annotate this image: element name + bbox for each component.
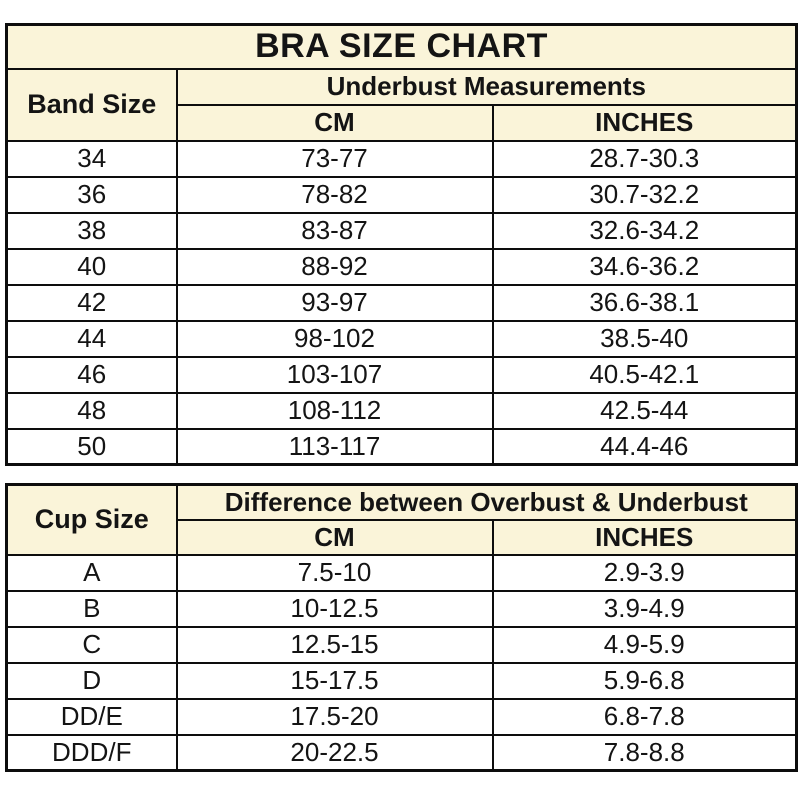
band-size-value: 42 [5, 283, 178, 322]
table-row: DDD/F 20-22.5 7.8-8.8 [5, 733, 798, 772]
table-row: D 15-17.5 5.9-6.8 [5, 661, 798, 700]
band-size-value: 48 [5, 391, 178, 430]
cm-range: 78-82 [175, 175, 494, 214]
inches-range: 40.5-42.1 [491, 355, 798, 394]
page-title: BRA SIZE CHART [5, 23, 798, 70]
band-size-value: 36 [5, 175, 178, 214]
cm-range: 10-12.5 [175, 589, 494, 628]
band-size-value: 34 [5, 139, 178, 178]
inches-range: 2.9-3.9 [491, 553, 798, 592]
table-row: C 12.5-15 4.9-5.9 [5, 625, 798, 664]
cm-column-header: CM [175, 518, 494, 556]
cup-size-value: C [5, 625, 178, 664]
cm-range: 83-87 [175, 211, 494, 250]
cm-range: 17.5-20 [175, 697, 494, 736]
cm-range: 98-102 [175, 319, 494, 358]
table-row: 44 98-102 38.5-40 [5, 319, 798, 358]
cm-range: 103-107 [175, 355, 494, 394]
inches-range: 28.7-30.3 [491, 139, 798, 178]
cup-size-table: Cup Size Difference between Overbust & U… [5, 483, 798, 772]
table-gap [5, 466, 795, 483]
table-row: 34 73-77 28.7-30.3 [5, 139, 798, 178]
band-table-group-header-row: Band Size Underbust Measurements [5, 67, 798, 142]
cup-size-header: Cup Size [5, 483, 178, 556]
table-row: 48 108-112 42.5-44 [5, 391, 798, 430]
cup-size-value: DDD/F [5, 733, 178, 772]
table-row: 40 88-92 34.6-36.2 [5, 247, 798, 286]
inches-range: 36.6-38.1 [491, 283, 798, 322]
underbust-measurements-header: Underbust Measurements [175, 67, 798, 106]
band-size-value: 50 [5, 427, 178, 466]
inches-range: 34.6-36.2 [491, 247, 798, 286]
cm-range: 12.5-15 [175, 625, 494, 664]
inches-column-header: INCHES [491, 518, 798, 556]
band-size-value: 44 [5, 319, 178, 358]
band-size-value: 46 [5, 355, 178, 394]
cup-table-group-header-row: Cup Size Difference between Overbust & U… [5, 483, 798, 556]
inches-range: 7.8-8.8 [491, 733, 798, 772]
cm-range: 73-77 [175, 139, 494, 178]
table-row: 38 83-87 32.6-34.2 [5, 211, 798, 250]
inches-range: 38.5-40 [491, 319, 798, 358]
chart-title-row: BRA SIZE CHART [5, 23, 798, 70]
inches-range: 30.7-32.2 [491, 175, 798, 214]
cup-table-sub-header-row: CM INCHES [7, 518, 798, 556]
table-row: A 7.5-10 2.9-3.9 [5, 553, 798, 592]
cup-size-value: B [5, 589, 178, 628]
inches-range: 44.4-46 [491, 427, 798, 466]
cm-range: 88-92 [175, 247, 494, 286]
table-row: B 10-12.5 3.9-4.9 [5, 589, 798, 628]
table-row: DD/E 17.5-20 6.8-7.8 [5, 697, 798, 736]
table-row: 42 93-97 36.6-38.1 [5, 283, 798, 322]
inches-range: 42.5-44 [491, 391, 798, 430]
band-size-value: 38 [5, 211, 178, 250]
band-size-header: Band Size [5, 67, 178, 142]
cup-size-value: D [5, 661, 178, 700]
cm-range: 93-97 [175, 283, 494, 322]
band-size-value: 40 [5, 247, 178, 286]
inches-range: 6.8-7.8 [491, 697, 798, 736]
cm-range: 113-117 [175, 427, 494, 466]
cup-size-value: DD/E [5, 697, 178, 736]
band-table-sub-header-row: CM INCHES [7, 103, 798, 142]
cm-range: 7.5-10 [175, 553, 494, 592]
inches-range: 3.9-4.9 [491, 589, 798, 628]
band-size-table: BRA SIZE CHART Band Size Underbust Measu… [5, 23, 799, 466]
table-row: 50 113-117 44.4-46 [5, 427, 798, 466]
cm-range: 108-112 [175, 391, 494, 430]
difference-header: Difference between Overbust & Underbust [175, 483, 798, 521]
cm-column-header: CM [175, 103, 494, 142]
table-row: 36 78-82 30.7-32.2 [5, 175, 798, 214]
cm-range: 15-17.5 [175, 661, 494, 700]
table-row: 46 103-107 40.5-42.1 [5, 355, 798, 394]
cm-range: 20-22.5 [175, 733, 494, 772]
inches-column-header: INCHES [491, 103, 798, 142]
inches-range: 5.9-6.8 [491, 661, 798, 700]
inches-range: 32.6-34.2 [491, 211, 798, 250]
inches-range: 4.9-5.9 [491, 625, 798, 664]
cup-size-value: A [5, 553, 178, 592]
